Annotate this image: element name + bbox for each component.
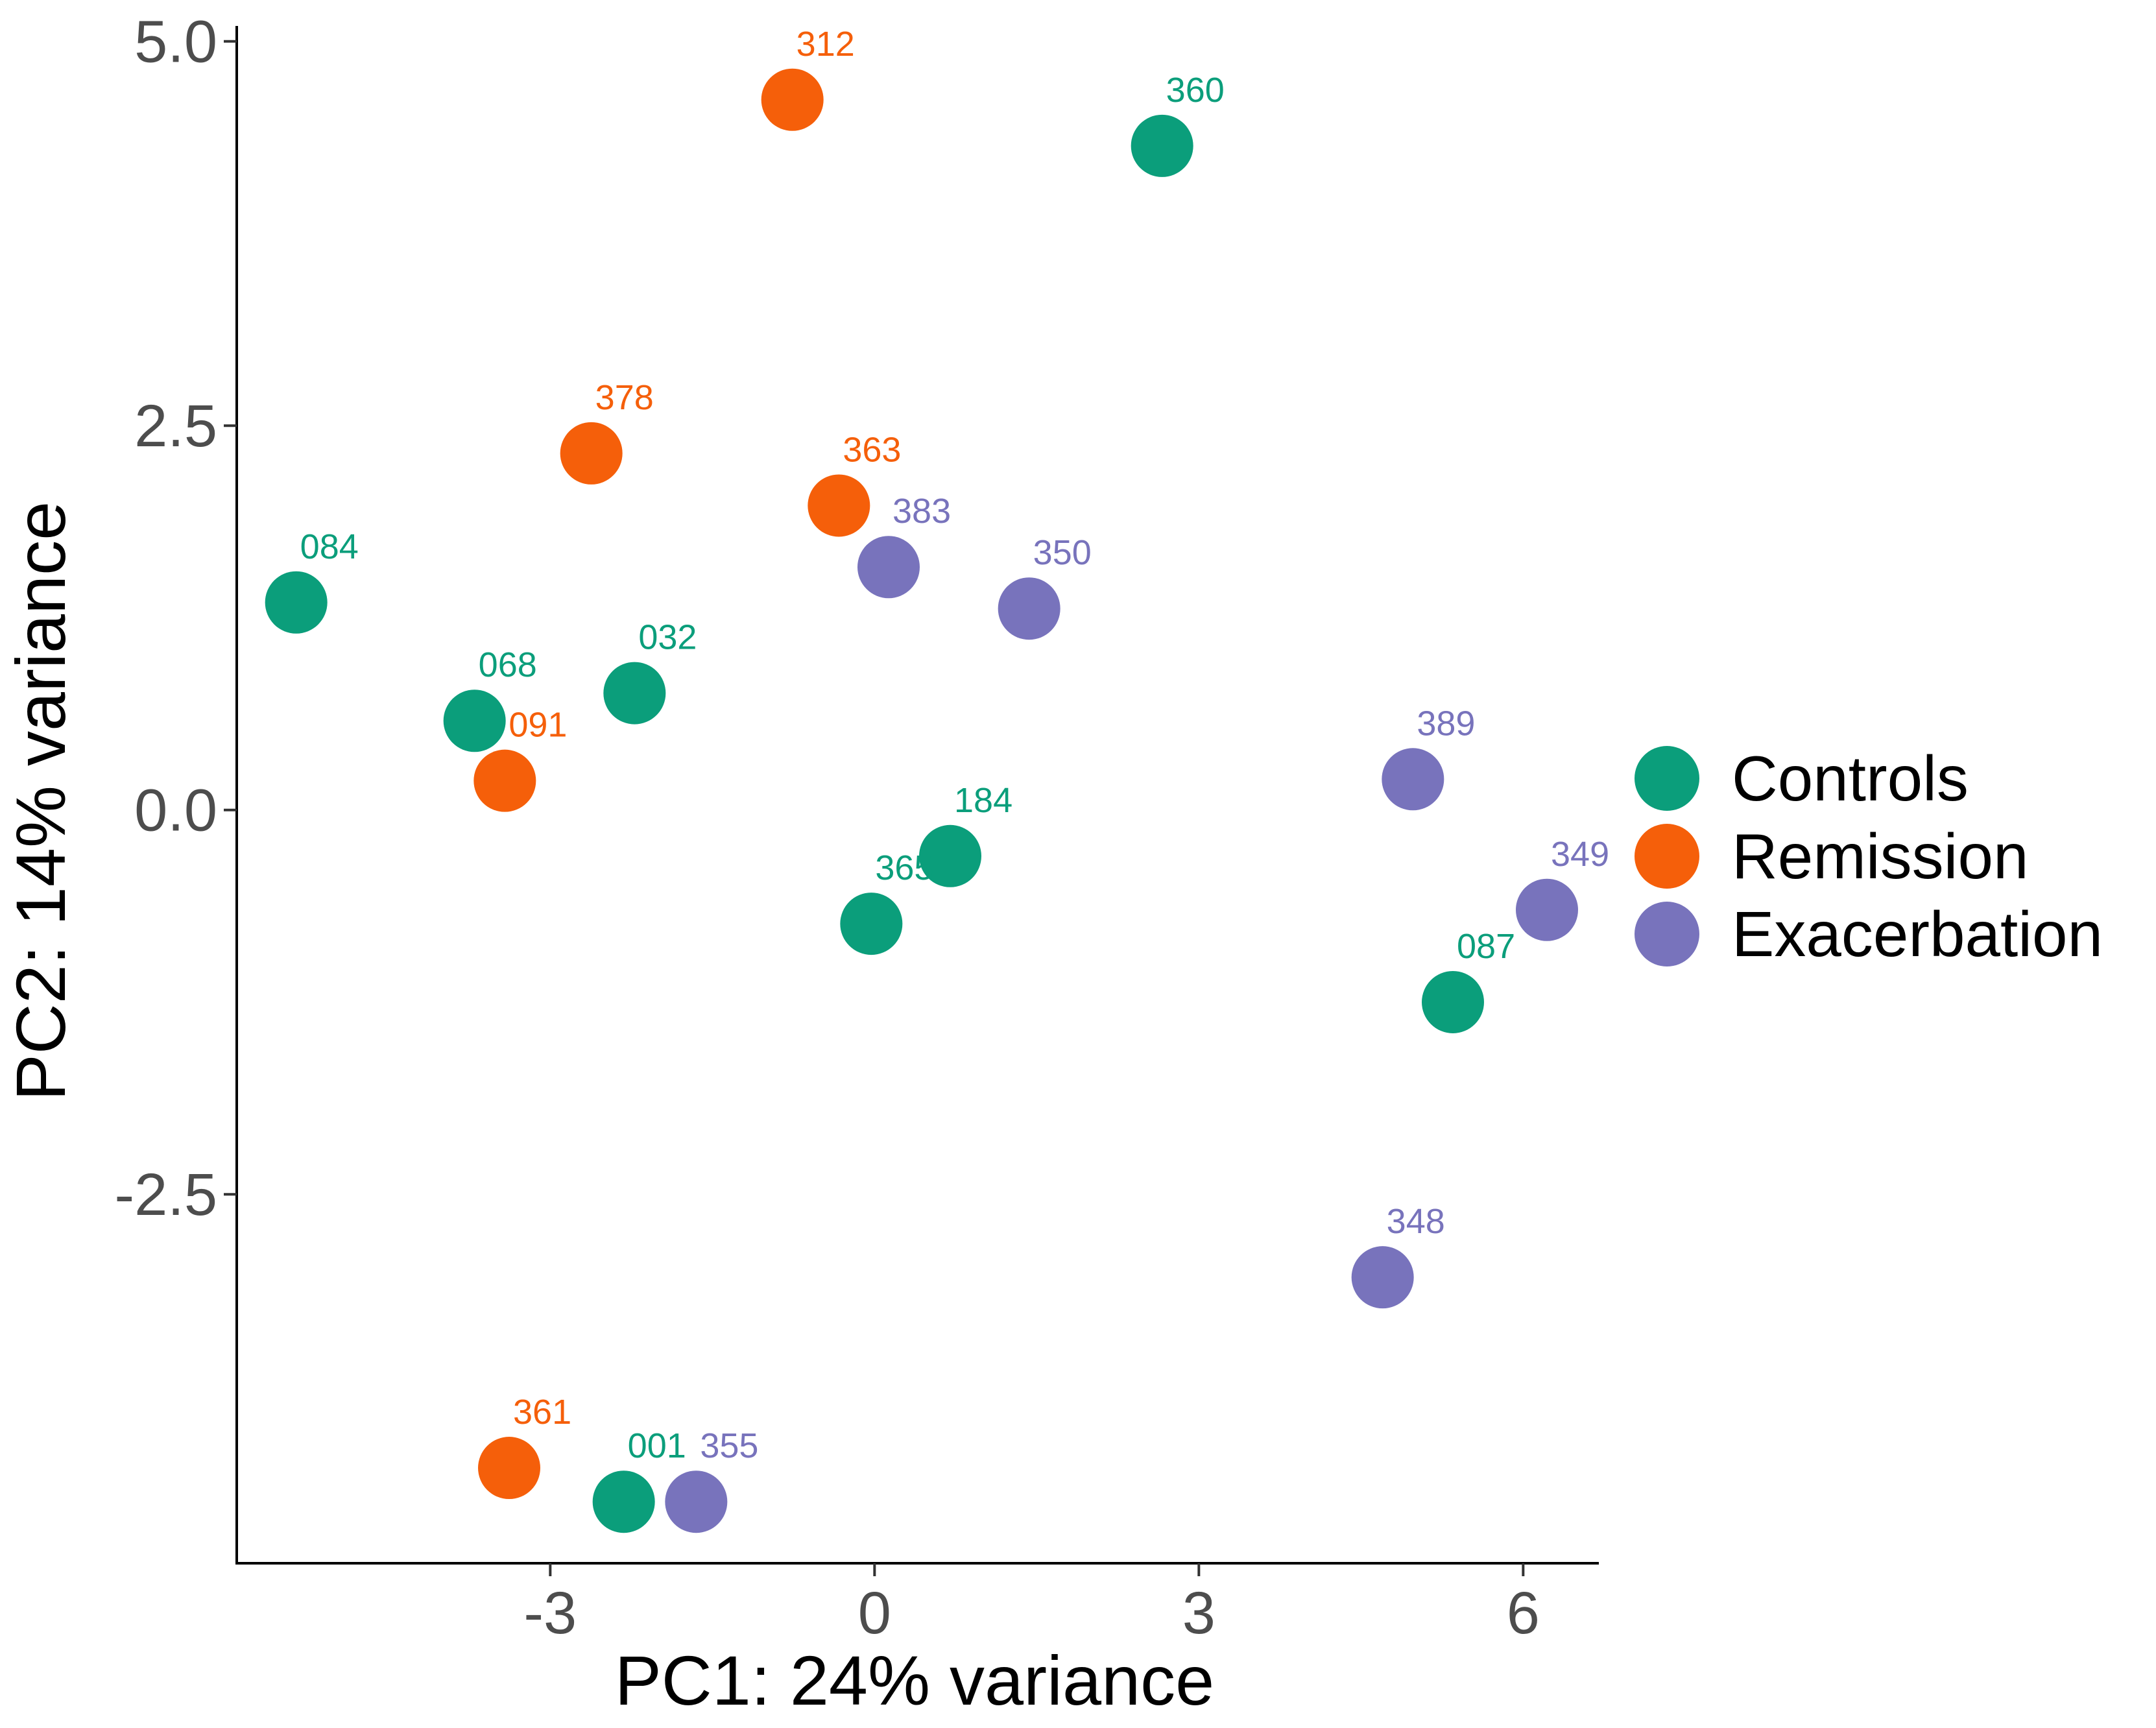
y-tick-label: -2.5 <box>114 1162 217 1228</box>
point-labels: 360 084 068 032 184 365 087 001 312 378 363 091 361 3… <box>300 25 1609 1465</box>
data-points <box>265 68 1578 1533</box>
y-tick-label: 0.0 <box>134 778 217 844</box>
data-point <box>443 690 506 752</box>
point-label: 355 <box>700 1426 758 1465</box>
axes: 5.0 2.5 0.0 -2.5 -3 0 3 6 <box>114 9 1599 1646</box>
data-point <box>1516 878 1578 941</box>
point-label: 032 <box>638 618 697 657</box>
point-label: 363 <box>843 430 901 469</box>
point-label: 361 <box>513 1393 571 1432</box>
y-tick-label: 2.5 <box>134 393 217 459</box>
data-point <box>1351 1246 1414 1309</box>
data-point <box>560 422 623 485</box>
data-point <box>473 749 536 812</box>
point-label: 350 <box>1033 533 1092 572</box>
y-axis-label: PC2: 14% variance <box>1 501 80 1101</box>
point-label: 184 <box>954 781 1012 820</box>
point-label: 349 <box>1551 835 1609 874</box>
data-point <box>1382 748 1444 811</box>
point-label: 087 <box>1457 927 1515 966</box>
data-point <box>478 1437 540 1500</box>
point-label: 001 <box>628 1426 686 1465</box>
data-point <box>1131 114 1193 177</box>
point-label: 389 <box>1417 704 1475 743</box>
point-label: 091 <box>509 706 567 745</box>
point-label: 348 <box>1387 1202 1445 1241</box>
legend-marker <box>1635 746 1699 811</box>
x-axis-label: PC1: 24% variance <box>615 1641 1215 1720</box>
data-point <box>998 577 1060 640</box>
data-point <box>265 571 328 634</box>
legend-marker <box>1635 902 1699 966</box>
point-label: 360 <box>1166 71 1225 110</box>
x-tick-label: 3 <box>1182 1580 1216 1646</box>
legend-label: Exacerbation <box>1732 898 2103 970</box>
point-label: 378 <box>595 378 654 417</box>
data-point <box>603 662 666 725</box>
point-label: 365 <box>875 848 933 887</box>
point-label: 068 <box>479 645 537 684</box>
legend-label: Remission <box>1732 821 2028 892</box>
data-point <box>919 824 981 887</box>
data-point <box>665 1470 728 1533</box>
point-label: 312 <box>797 25 855 64</box>
data-point <box>857 536 920 599</box>
x-tick-label: 6 <box>1507 1580 1540 1646</box>
data-point <box>840 893 903 955</box>
data-point <box>1422 970 1484 1033</box>
data-point <box>808 474 870 537</box>
data-point <box>761 68 824 131</box>
y-tick-label: 5.0 <box>134 9 217 75</box>
point-label: 383 <box>892 492 951 531</box>
point-label: 084 <box>300 527 359 566</box>
legend-label: Controls <box>1732 743 1969 814</box>
x-tick-label: 0 <box>858 1580 891 1646</box>
data-point <box>592 1470 655 1533</box>
legend-marker <box>1635 824 1699 889</box>
x-tick-label: -3 <box>523 1580 577 1646</box>
